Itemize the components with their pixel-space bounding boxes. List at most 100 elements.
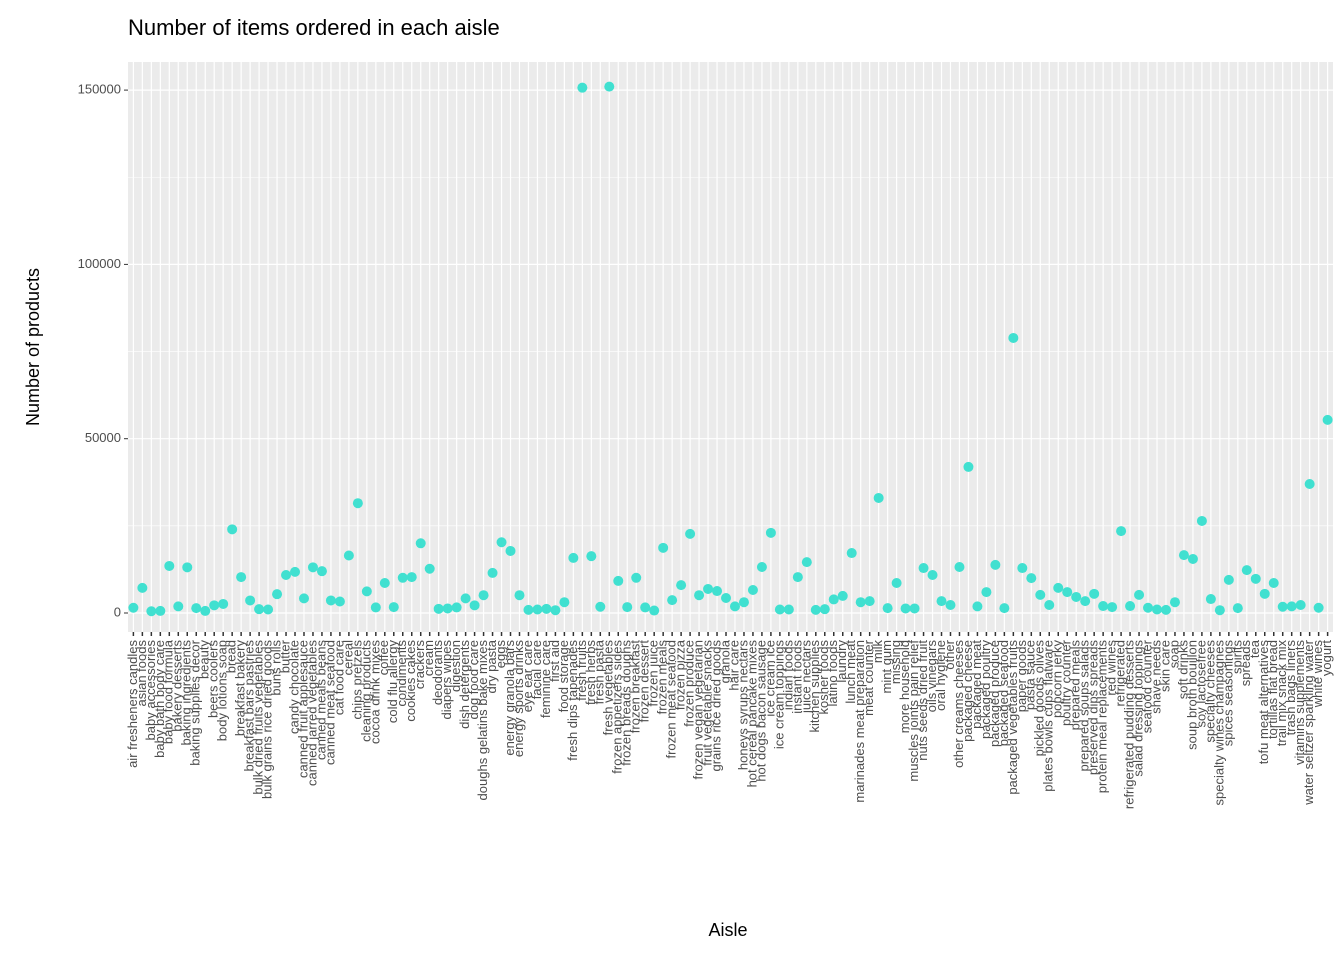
x-tick-label: oils vinegars [924, 640, 939, 713]
x-tick-label: ice cream toppings [771, 640, 786, 750]
x-tick-label: eye ear care [520, 640, 535, 712]
point [388, 602, 399, 613]
x-tick-label: prepared soups salads [1077, 640, 1092, 772]
point [810, 604, 821, 615]
point [424, 563, 435, 574]
point [496, 537, 507, 548]
x-tick-label: marinades meat preparation [852, 640, 867, 803]
x-tick-label: pasta sauce [1023, 640, 1038, 710]
x-tick-label: indian foods [780, 640, 795, 711]
x-tick-label: doughs gelatins bake mixes [475, 640, 490, 801]
point [1214, 605, 1225, 616]
point [586, 551, 597, 562]
point [1026, 573, 1037, 584]
x-tick-label: butter [277, 639, 292, 673]
x-tick-label: trash bags liners [1283, 640, 1298, 736]
x-tick-label: missing [888, 640, 903, 684]
x-tick-label: baking ingredients [179, 640, 194, 746]
x-tick-label: asian foods [134, 640, 149, 707]
point [604, 81, 615, 92]
x-tick-label: salad dressing toppings [1130, 640, 1145, 777]
y-axis-label: Number of products [23, 268, 43, 426]
point [307, 562, 318, 573]
x-tick-label: soy lactosefree [1193, 640, 1208, 727]
x-tick-label: soup broth bouillon [1184, 640, 1199, 750]
x-tick-label: white wines [1310, 640, 1325, 709]
point [990, 559, 1001, 570]
point [828, 594, 839, 605]
x-tick-label: soft drinks [1175, 640, 1190, 700]
point [846, 548, 857, 559]
point [792, 572, 803, 583]
x-tick-label: refrigerated [1113, 640, 1128, 706]
point [361, 586, 372, 597]
x-tick-label: prepared meals [1068, 640, 1083, 731]
x-tick-label: mint gum [879, 640, 894, 693]
point [649, 605, 660, 616]
x-tick-label: more household [897, 640, 912, 733]
point [541, 603, 552, 614]
x-tick-label: cream [421, 640, 436, 676]
x-tick-label: spirits [1229, 640, 1244, 674]
x-tick-label: frozen meat seafood [664, 640, 679, 759]
point [1152, 604, 1163, 615]
x-tick-label: hot cereal pancake mixes [744, 640, 759, 788]
x-tick-label: bulk dried fruits vegetables [251, 640, 266, 795]
x-tick-label: bulk grains rice dried goods [260, 640, 275, 799]
point [783, 604, 794, 615]
point [819, 604, 830, 615]
point [532, 604, 543, 615]
x-tick-label: skin care [1157, 640, 1172, 692]
x-tick-label: cleaning products [358, 640, 373, 742]
point [577, 82, 588, 93]
point [1277, 601, 1288, 612]
point [316, 566, 327, 577]
x-tick-label: first aid [547, 640, 562, 682]
x-tick-label: bakery desserts [170, 640, 185, 732]
x-tick-label: fresh vegetables [601, 640, 616, 736]
x-tick-label: spices seasonings [1220, 640, 1235, 747]
point [568, 552, 579, 563]
point [442, 603, 453, 614]
x-tick-label: packaged produce [987, 640, 1002, 747]
point [505, 545, 516, 556]
x-tick-label: kitchen supplies [807, 640, 822, 733]
point [227, 524, 238, 535]
x-tick-label: diapers wipes [439, 640, 454, 720]
x-axis-label: Aisle [708, 920, 747, 940]
x-tick-label: protein meal replacements [1095, 640, 1110, 794]
point [298, 593, 309, 604]
y-tick-label: 150000 [78, 82, 121, 97]
x-tick-label: pickled goods olives [1032, 640, 1047, 757]
point [1134, 589, 1145, 600]
x-tick-label: crackers [412, 640, 427, 690]
y-tick-label: 0 [114, 604, 121, 619]
point [1017, 563, 1028, 574]
x-tick-label: frozen pizza [673, 639, 688, 710]
x-tick-label: refrigerated pudding desserts [1122, 640, 1137, 810]
point [1080, 596, 1091, 607]
point [415, 538, 426, 549]
point [622, 602, 633, 613]
point [1089, 588, 1100, 599]
point [703, 583, 714, 594]
point [406, 572, 417, 583]
x-tick-label: red wines [1104, 640, 1119, 696]
point [191, 603, 202, 614]
point [1071, 591, 1082, 602]
point [164, 560, 175, 571]
x-tick-label: canned jarred vegetables [304, 640, 319, 786]
x-tick-label: frozen breads doughs [619, 640, 634, 766]
point [487, 567, 498, 578]
x-tick-label: fresh fruits [574, 640, 589, 701]
x-tick-label: beauty [197, 640, 212, 680]
x-tick-label: popcorn jerky [1050, 640, 1065, 719]
x-tick-label: fruit vegetable snacks [699, 640, 714, 766]
point [209, 600, 220, 611]
x-tick-label: deodorants [430, 640, 445, 706]
point [334, 596, 345, 607]
point [747, 584, 758, 595]
point [155, 605, 166, 616]
point [1160, 604, 1171, 615]
x-tick-label: spreads [1238, 640, 1253, 687]
